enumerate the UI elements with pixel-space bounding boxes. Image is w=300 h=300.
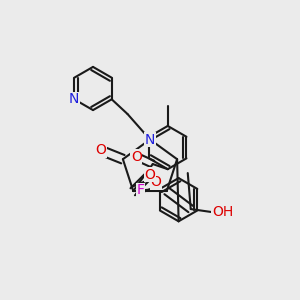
Text: O: O bbox=[144, 168, 155, 182]
Text: O: O bbox=[150, 175, 161, 189]
Text: O: O bbox=[95, 143, 106, 157]
Text: N: N bbox=[145, 133, 155, 146]
Text: OH: OH bbox=[212, 205, 233, 219]
Text: O: O bbox=[131, 150, 142, 164]
Text: F: F bbox=[136, 183, 144, 197]
Text: N: N bbox=[69, 92, 80, 106]
